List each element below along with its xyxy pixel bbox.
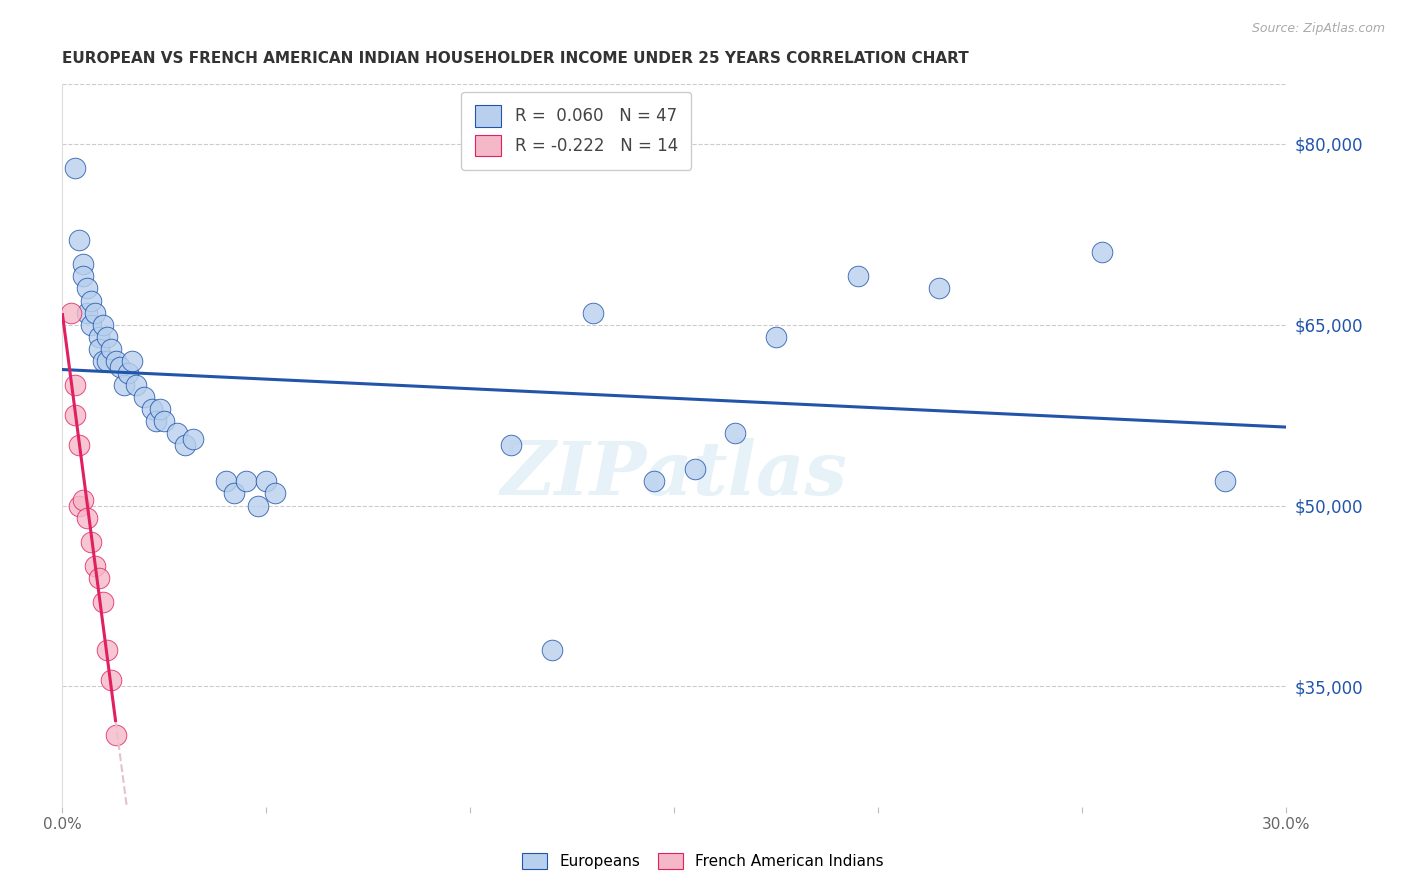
- Point: [96, 329, 118, 343]
- Point: [125, 378, 148, 392]
- Point: [132, 390, 155, 404]
- Point: [153, 414, 176, 428]
- Point: [141, 402, 163, 417]
- Point: [112, 378, 135, 392]
- Point: [1213, 475, 1236, 489]
- Point: [247, 499, 270, 513]
- Point: [67, 233, 90, 247]
- Point: [214, 475, 236, 489]
- Point: [63, 408, 86, 422]
- Legend: R =  0.060   N = 47, R = -0.222   N = 14: R = 0.060 N = 47, R = -0.222 N = 14: [461, 92, 692, 169]
- Point: [166, 426, 188, 441]
- Point: [145, 414, 167, 428]
- Point: [104, 728, 127, 742]
- Point: [117, 366, 139, 380]
- Point: [76, 281, 98, 295]
- Point: [72, 269, 94, 284]
- Text: ZIPatlas: ZIPatlas: [501, 438, 848, 510]
- Point: [149, 402, 172, 417]
- Point: [100, 342, 122, 356]
- Legend: Europeans, French American Indians: Europeans, French American Indians: [516, 847, 890, 875]
- Point: [108, 359, 131, 374]
- Point: [72, 492, 94, 507]
- Point: [173, 438, 195, 452]
- Point: [724, 426, 747, 441]
- Point: [683, 462, 706, 476]
- Text: Source: ZipAtlas.com: Source: ZipAtlas.com: [1251, 22, 1385, 36]
- Point: [63, 378, 86, 392]
- Point: [72, 257, 94, 271]
- Point: [89, 571, 111, 585]
- Point: [63, 161, 86, 175]
- Point: [67, 438, 90, 452]
- Point: [84, 558, 107, 573]
- Point: [80, 534, 103, 549]
- Point: [96, 354, 118, 368]
- Text: EUROPEAN VS FRENCH AMERICAN INDIAN HOUSEHOLDER INCOME UNDER 25 YEARS CORRELATION: EUROPEAN VS FRENCH AMERICAN INDIAN HOUSE…: [62, 51, 969, 66]
- Point: [91, 595, 114, 609]
- Point: [67, 499, 90, 513]
- Point: [541, 643, 564, 657]
- Point: [254, 475, 277, 489]
- Point: [582, 305, 605, 319]
- Point: [100, 673, 122, 688]
- Point: [1091, 245, 1114, 260]
- Point: [59, 305, 82, 319]
- Point: [846, 269, 869, 284]
- Point: [765, 329, 787, 343]
- Point: [643, 475, 665, 489]
- Point: [96, 643, 118, 657]
- Point: [235, 475, 257, 489]
- Point: [80, 318, 103, 332]
- Point: [76, 510, 98, 524]
- Point: [222, 486, 245, 500]
- Point: [89, 329, 111, 343]
- Point: [104, 354, 127, 368]
- Point: [263, 486, 285, 500]
- Point: [89, 342, 111, 356]
- Point: [76, 305, 98, 319]
- Point: [121, 354, 143, 368]
- Point: [91, 354, 114, 368]
- Point: [928, 281, 950, 295]
- Point: [91, 318, 114, 332]
- Point: [84, 305, 107, 319]
- Point: [181, 432, 204, 446]
- Point: [80, 293, 103, 308]
- Point: [501, 438, 523, 452]
